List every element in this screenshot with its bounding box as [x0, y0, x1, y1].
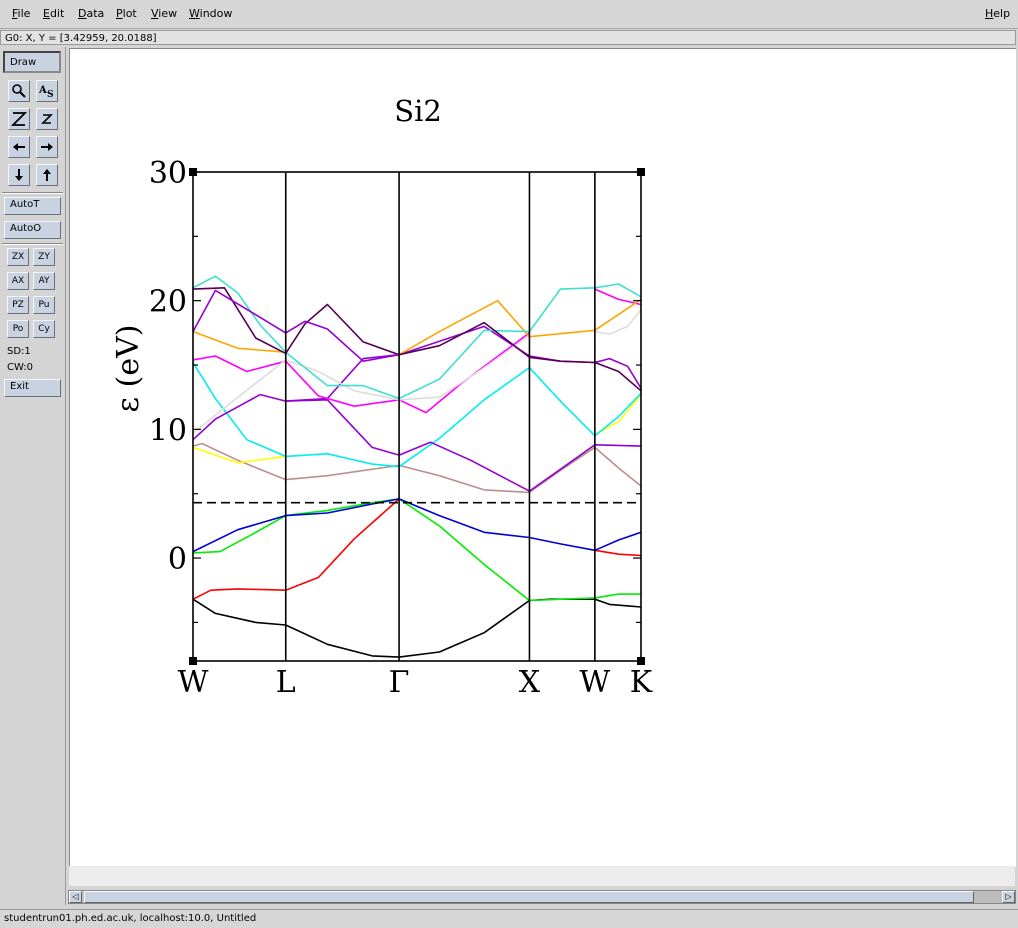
menu-help[interactable]: Help — [985, 7, 1011, 20]
arrow-left-icon[interactable] — [8, 136, 30, 158]
band-line-18 — [192, 287, 642, 392]
locator-readout: G0: X, Y = [3.42959, 20.0188] — [0, 30, 1016, 45]
selection-handle-icon — [637, 657, 645, 665]
autoo-button[interactable]: AutoO — [4, 221, 61, 239]
horizontal-scrollbar[interactable]: ◁ ▷ — [68, 890, 1016, 904]
status-bar: studentrun01.ph.ed.ac.uk, localhost:10.0… — [0, 909, 1018, 928]
cy-button[interactable]: Cy — [33, 320, 55, 338]
band-line-14 — [594, 309, 642, 335]
band-line-15 — [192, 330, 286, 353]
arrow-right-icon[interactable] — [36, 136, 58, 158]
band-line-11 — [192, 332, 530, 414]
exit-button[interactable]: Exit — [4, 379, 61, 397]
scroll-right-icon[interactable]: ▷ — [1002, 891, 1015, 903]
band-line-5 — [192, 442, 642, 494]
cw-label: CW:0 — [7, 362, 34, 373]
sd-label: SD:1 — [7, 346, 31, 357]
menu-file[interactable]: File — [12, 7, 31, 20]
x-tick-label: X — [519, 665, 541, 700]
pu-button[interactable]: Pu — [33, 296, 55, 314]
y-tick-label: 0 — [168, 542, 187, 577]
ay-button[interactable]: AY — [33, 272, 55, 290]
y-tick-label: 20 — [149, 285, 187, 320]
band-line-0 — [192, 598, 642, 658]
y-tick-label: 10 — [149, 413, 187, 448]
zoom-z-big-icon[interactable] — [8, 108, 30, 130]
x-tick-label: Γ — [389, 665, 410, 700]
arrow-down-icon[interactable] — [8, 164, 30, 186]
scroll-left-icon[interactable]: ◁ — [69, 891, 82, 903]
menu-edit[interactable]: Edit — [43, 7, 65, 20]
band-line-4 — [192, 498, 642, 553]
y-tick-label: 30 — [149, 156, 187, 191]
x-tick-label: L — [276, 665, 296, 700]
band-line-2 — [594, 549, 642, 557]
scroll-thumb[interactable] — [84, 891, 974, 903]
x-tick-label: W — [579, 665, 610, 700]
band-line-12 — [594, 288, 642, 306]
toolbar-separator — [2, 243, 63, 245]
x-tick-label: K — [630, 665, 653, 700]
po-button[interactable]: Po — [7, 320, 29, 338]
autot-button[interactable]: AutoT — [4, 197, 61, 215]
menu-data[interactable]: Data — [78, 7, 105, 20]
pz-button[interactable]: PZ — [7, 296, 29, 314]
band-line-3 — [192, 498, 641, 602]
x-tick-label: W — [178, 665, 209, 700]
zoom-z-small-icon[interactable] — [36, 108, 58, 130]
chart-title: Si2 — [394, 94, 442, 128]
draw-button[interactable]: Draw — [3, 51, 61, 73]
ax-button[interactable]: AX — [7, 272, 29, 290]
band-line-13 — [192, 334, 530, 434]
canvas-margin — [69, 866, 1015, 886]
plot-frame — [192, 171, 642, 662]
selection-handle-icon — [189, 657, 197, 665]
y-axis-label: ε (eV) — [111, 325, 146, 413]
zy-button[interactable]: ZY — [33, 248, 55, 266]
svg-text:S: S — [47, 90, 54, 99]
band-line-16 — [398, 298, 642, 356]
zx-button[interactable]: ZX — [7, 248, 29, 266]
zoom-icon[interactable] — [8, 80, 30, 102]
band-line-6 — [192, 446, 286, 464]
band-line-10 — [285, 325, 642, 402]
menu-view[interactable]: View — [151, 7, 178, 20]
arrow-up-icon[interactable] — [36, 164, 58, 186]
menu-window[interactable]: Window — [189, 7, 233, 20]
band-line-8 — [192, 362, 642, 468]
svg-text:A: A — [38, 85, 47, 96]
plot-canvas[interactable]: 0 10 20 30 W L Γ X W K Si2 ε (eV) — [69, 48, 1016, 867]
toolbar-separator — [2, 192, 63, 194]
band-line-19 — [192, 289, 400, 362]
menu-plot[interactable]: Plot — [116, 7, 137, 20]
menu-bar: File Edit Data Plot View Window Help — [0, 0, 1018, 29]
